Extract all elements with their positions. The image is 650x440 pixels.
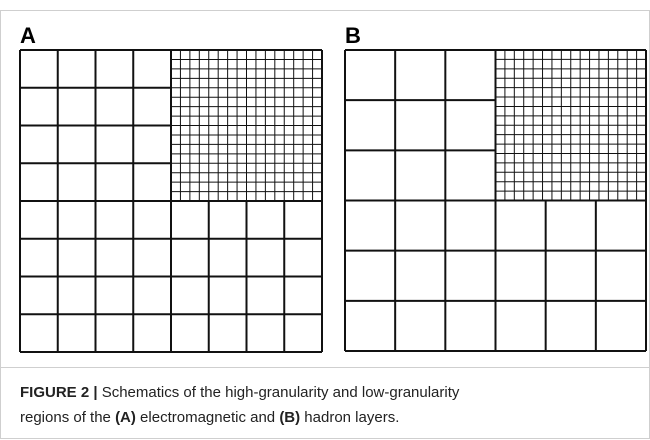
caption-text: hadron layers.	[300, 409, 400, 426]
panel-label: B	[345, 23, 361, 48]
caption-text: regions of the	[20, 409, 116, 426]
panel-label: A	[20, 23, 36, 48]
caption-line: FIGURE 2 | Schematics of the high-granul…	[20, 384, 459, 401]
caption-figure-label: FIGURE 2 |	[20, 384, 98, 401]
grids	[19, 49, 647, 353]
caption-ref: (B)	[279, 409, 301, 426]
caption-ref: (A)	[115, 409, 136, 426]
caption-text: Schematics of the high-granularity and l…	[97, 384, 460, 401]
caption-text: electromagnetic and	[135, 409, 280, 426]
caption-line: regions of the (A) electromagnetic and (…	[20, 409, 399, 426]
